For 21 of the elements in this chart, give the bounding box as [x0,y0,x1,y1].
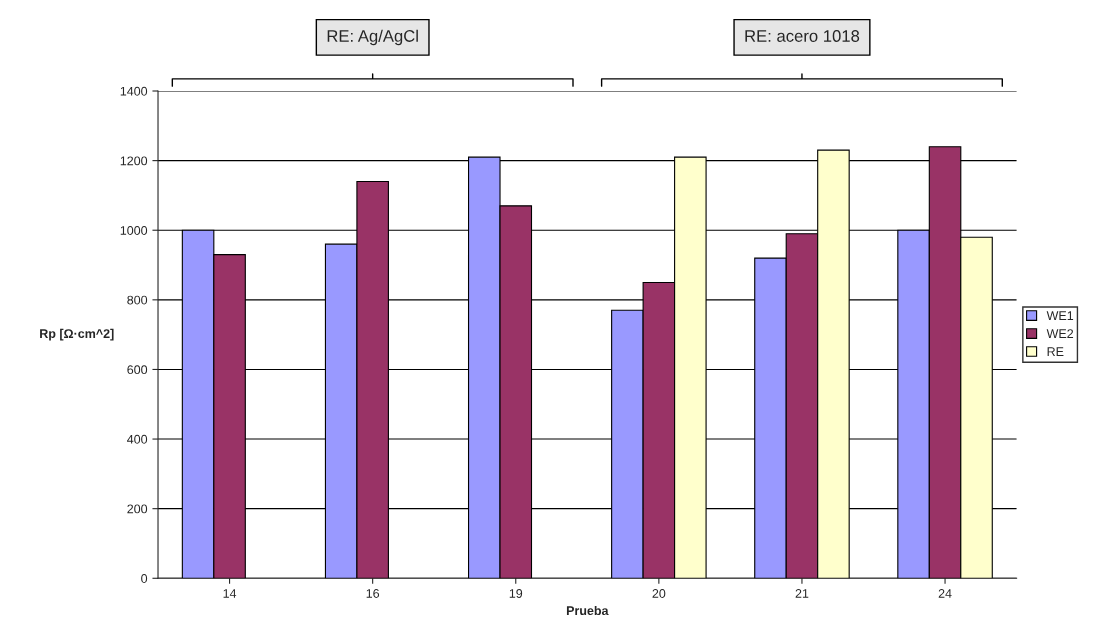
legend-label: WE2 [1046,329,1074,338]
legend-label: WE1 [1046,311,1074,320]
y-tick-label: 1200 [120,156,148,166]
y-tick-label: 1400 [120,86,148,96]
y-tick-label: 200 [127,504,148,514]
y-tick-label: 800 [127,295,148,305]
x-tick-label: 14 [223,589,237,598]
text: RE: acero 1018 [745,30,860,42]
y-tick-label: 400 [127,434,148,444]
legend-label: RE [1047,347,1064,356]
x-tick-label: 21 [795,589,809,598]
y-tick-label: 0 [141,574,148,583]
x-tick-label: 16 [366,589,380,598]
y-axis-title: Rp [Ω·cm^2] [40,328,114,341]
x-tick-label: 24 [938,589,952,598]
y-tick-label: 1000 [120,226,148,235]
text: RE: Ag/AgCl [327,29,418,46]
x-axis-title: Prueba [566,605,609,616]
y-tick-label: 600 [127,365,148,375]
x-tick-label: 20 [652,589,666,598]
x-tick-label: 19 [509,589,523,598]
